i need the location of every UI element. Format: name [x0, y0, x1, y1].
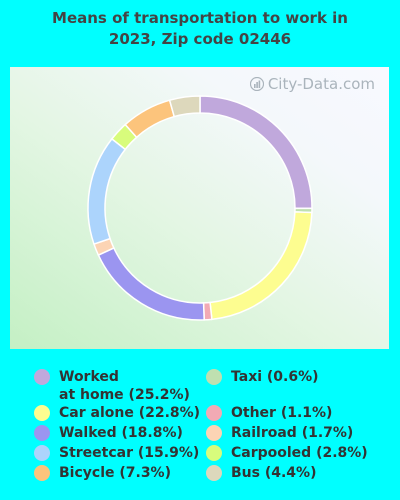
legend-item-7: Carpooled (2.8%) — [206, 444, 368, 462]
donut-slice-0 — [199, 95, 313, 210]
watermark: City-Data.com — [249, 75, 375, 93]
chart-title-line-2: 2023, Zip code 02446 — [108, 30, 292, 48]
donut-slice-6 — [87, 137, 127, 246]
legend-item-5: Railroad (1.7%) — [206, 424, 353, 442]
legend-swatch-0 — [34, 369, 50, 385]
legend-swatch-9 — [206, 465, 222, 481]
legend-item-8: Bicycle (7.3%) — [34, 464, 171, 482]
legend-label-3: Other (1.1%) — [231, 405, 333, 421]
watermark-text: City-Data.com — [267, 75, 375, 93]
donut-slice-4 — [97, 246, 205, 321]
legend-item-9: Bus (4.4%) — [206, 464, 316, 482]
legend-item-4: Walked (18.8%) — [34, 424, 183, 442]
legend-label-2: Car alone (22.8%) — [59, 405, 201, 421]
legend-label-1: Taxi (0.6%) — [231, 369, 319, 385]
legend-swatch-6 — [34, 445, 50, 461]
legend-swatch-2 — [34, 405, 50, 421]
legend-label-9: Bus (4.4%) — [231, 465, 317, 481]
legend-swatch-4 — [34, 425, 50, 441]
legend-swatch-1 — [206, 369, 222, 385]
legend-item-0: Worked at home (25.2%) — [34, 368, 190, 404]
donut-slice-8 — [124, 99, 176, 139]
legend-item-2: Car alone (22.8%) — [34, 404, 200, 422]
chart-legend: Worked at home (25.2%) Car alone (22.8%) W… — [0, 358, 400, 498]
legend-item-3: Other (1.1%) — [206, 404, 332, 422]
donut-chart — [87, 95, 313, 321]
chart-panel: City-Data.com — [10, 67, 389, 349]
legend-swatch-3 — [206, 405, 222, 421]
legend-label-8: Bicycle (7.3%) — [59, 465, 171, 481]
city-data-logo-icon — [249, 77, 264, 91]
legend-label-6: Streetcar (15.9%) — [59, 445, 200, 461]
legend-swatch-7 — [206, 445, 222, 461]
donut-slice-2 — [209, 211, 313, 321]
legend-label-5: Railroad (1.7%) — [231, 425, 354, 441]
legend-swatch-5 — [206, 425, 222, 441]
legend-item-6: Streetcar (15.9%) — [34, 444, 199, 462]
legend-label-7: Carpooled (2.8%) — [231, 445, 368, 461]
legend-label-4: Walked (18.8%) — [59, 425, 183, 441]
chart-title-line-1: Means of transportation to work in — [52, 9, 348, 27]
legend-swatch-8 — [34, 465, 50, 481]
chart-title: Means of transportation to work in 2023,… — [0, 8, 400, 50]
legend-label-0: Worked at home (25.2%) — [59, 369, 190, 403]
legend-item-1: Taxi (0.6%) — [206, 368, 319, 386]
donut-slice-9 — [168, 95, 201, 118]
